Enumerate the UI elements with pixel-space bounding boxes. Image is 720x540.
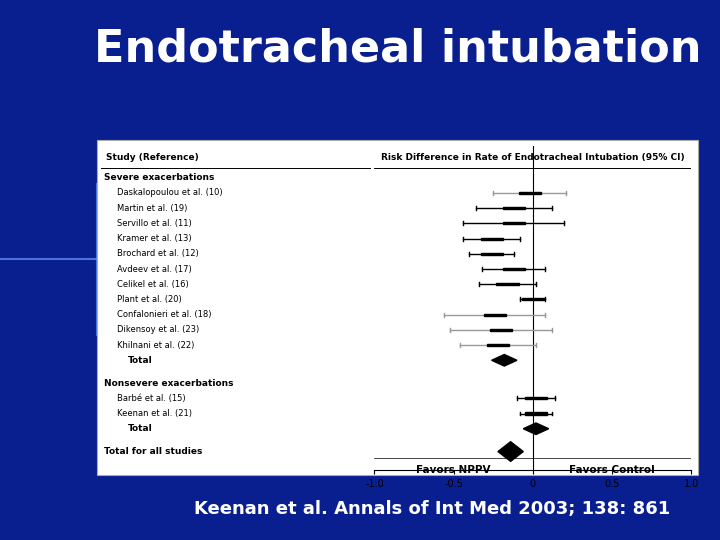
Text: Barbé et al. (15): Barbé et al. (15) [117,394,186,403]
Text: Favors NPPV: Favors NPPV [416,465,491,475]
Text: Kramer et al. (13): Kramer et al. (13) [117,234,192,243]
Text: Severe exacerbations: Severe exacerbations [104,173,214,182]
Bar [525,413,547,415]
Text: Confalonieri et al. (18): Confalonieri et al. (18) [117,310,212,319]
Text: Study (Reference): Study (Reference) [107,153,199,163]
Polygon shape [523,423,549,435]
Text: Endotracheal intubation: Endotracheal intubation [94,27,701,70]
Text: Total for all studies: Total for all studies [104,447,202,456]
Text: Plant et al. (20): Plant et al. (20) [117,295,181,304]
Polygon shape [492,354,517,366]
Text: Servillo et al. (11): Servillo et al. (11) [117,219,192,228]
Bar [503,268,525,270]
Text: Total: Total [128,356,153,365]
Text: Dikensoy et al. (23): Dikensoy et al. (23) [117,326,199,334]
Text: Celikel et al. (16): Celikel et al. (16) [117,280,189,289]
Bar [490,329,512,331]
Text: Total: Total [128,424,153,433]
Bar [496,283,518,285]
Bar [480,238,503,240]
Text: Risk Difference in Rate of Endotracheal Intubation (95% CI): Risk Difference in Rate of Endotracheal … [381,153,685,163]
Polygon shape [498,442,523,461]
Text: Martin et al. (19): Martin et al. (19) [117,204,187,213]
Bar [484,314,506,316]
Text: Daskalopoulou et al. (10): Daskalopoulou et al. (10) [117,188,222,198]
Text: Keenan et al. Annals of Int Med 2003; 138: 861: Keenan et al. Annals of Int Med 2003; 13… [194,501,670,518]
Bar [487,344,509,346]
Bar [518,192,541,194]
Text: Favors Control: Favors Control [569,465,655,475]
Bar [503,222,525,225]
Bar [503,207,525,209]
Text: Nonsevere exacerbations: Nonsevere exacerbations [104,379,233,388]
Text: Avdeev et al. (17): Avdeev et al. (17) [117,265,192,274]
Bar [522,299,544,300]
Bar [525,397,547,400]
Text: Keenan et al. (21): Keenan et al. (21) [117,409,192,418]
Bar [480,253,503,255]
Text: Brochard et al. (12): Brochard et al. (12) [117,249,199,258]
Text: Khilnani et al. (22): Khilnani et al. (22) [117,341,194,349]
